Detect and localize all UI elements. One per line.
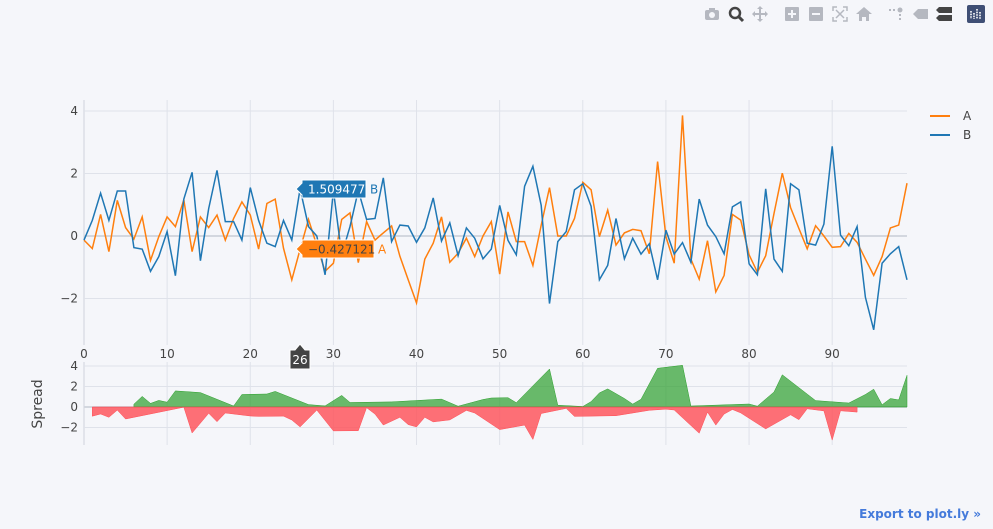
legend-item-B[interactable]: B <box>930 128 971 142</box>
hover-label-A: −0.427121 A <box>295 239 387 259</box>
spread-negative-area[interactable] <box>92 406 858 442</box>
x-tick-label: 80 <box>741 347 756 361</box>
hover-closest-button[interactable] <box>911 5 929 23</box>
zoom-out-icon <box>809 7 823 21</box>
x-tick-label: 40 <box>409 347 424 361</box>
camera-button[interactable] <box>703 5 721 23</box>
hover-value: 1.509477 <box>308 183 365 197</box>
spread-y-tick-label: 0 <box>70 400 78 414</box>
autoscale-icon <box>832 6 848 22</box>
hover-closest-icon <box>913 9 928 19</box>
hover-compare-button[interactable] <box>935 5 953 23</box>
hover-label-B: 1.509477 B <box>295 179 378 199</box>
plotly-logo-button[interactable] <box>967 5 985 23</box>
series-line-B[interactable] <box>83 146 908 330</box>
hover-x-box <box>289 343 311 370</box>
spread-y-tick-label: 2 <box>70 380 78 394</box>
home-button[interactable] <box>855 5 873 23</box>
zoom-icon <box>728 6 745 23</box>
y-tick-label: 2 <box>70 167 78 181</box>
x-tick-label: 90 <box>825 347 840 361</box>
camera-icon <box>705 8 719 20</box>
hover-value: −0.427121 <box>308 243 375 257</box>
modebar <box>703 5 985 23</box>
x-tick-label: 10 <box>159 347 174 361</box>
y-tick-label: 4 <box>70 104 78 118</box>
zoom-in-icon <box>785 7 799 21</box>
zoom-in-button[interactable] <box>783 5 801 23</box>
spread-axis-title: Spread <box>30 379 46 428</box>
x-tick-label: 0 <box>80 347 88 361</box>
hover-x-value: 26 <box>292 353 307 367</box>
x-tick-label: 50 <box>492 347 507 361</box>
legend-label: A <box>963 109 972 123</box>
y-tick-label: −2 <box>60 292 78 306</box>
series-line-A[interactable] <box>83 115 908 306</box>
export-link[interactable]: Export to plot.ly » <box>859 507 981 521</box>
pan-button[interactable] <box>751 5 769 23</box>
spread-positive-area[interactable] <box>133 365 908 408</box>
spikelines-button[interactable] <box>887 5 905 23</box>
home-icon <box>856 7 872 21</box>
y-tick-label: 0 <box>70 229 78 243</box>
x-tick-label: 60 <box>575 347 590 361</box>
x-tick-label: 20 <box>243 347 258 361</box>
hover-compare-icon <box>936 7 952 21</box>
zoom-button[interactable] <box>727 5 745 23</box>
hover-x-label: 26 <box>289 343 311 370</box>
legend-item-A[interactable]: A <box>930 109 972 123</box>
spikelines-icon <box>889 7 903 21</box>
x-tick-label: 70 <box>658 347 673 361</box>
spread-y-tick-label: −2 <box>60 421 78 435</box>
spread-y-tick-label: 4 <box>70 359 78 373</box>
pan-icon <box>752 6 768 22</box>
autoscale-button[interactable] <box>831 5 849 23</box>
plotly-logo-icon <box>967 5 985 23</box>
hover-label-box <box>295 239 375 259</box>
hover-series-name: B <box>370 183 378 197</box>
hover-label-box <box>295 179 367 199</box>
hover-series-name: A <box>378 243 387 257</box>
legend-label: B <box>963 128 971 142</box>
zoom-out-button[interactable] <box>807 5 825 23</box>
x-tick-label: 30 <box>326 347 341 361</box>
